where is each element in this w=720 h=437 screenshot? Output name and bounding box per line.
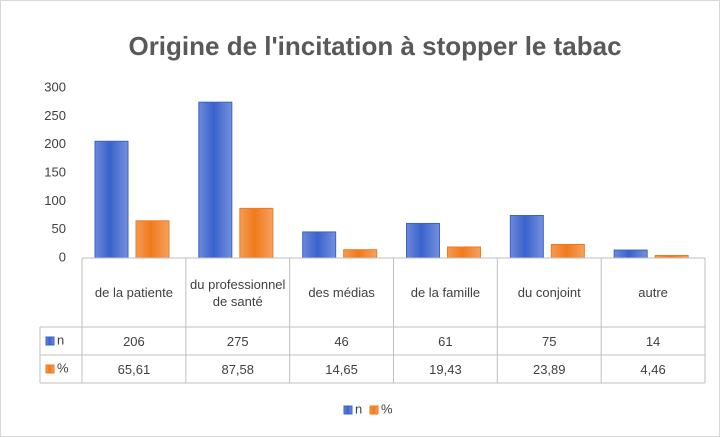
legend-label: %	[381, 401, 393, 416]
legend-key	[369, 405, 379, 415]
bar	[239, 207, 274, 259]
y-tick-label: 250	[44, 108, 66, 123]
y-tick-label: 150	[44, 164, 66, 179]
category-label: autre	[638, 285, 668, 300]
y-tick-label: 100	[44, 193, 66, 208]
y-tick-label: 0	[59, 249, 66, 264]
data-table-value: 46	[334, 333, 349, 349]
data-table-value: 275	[226, 333, 249, 349]
bar	[613, 249, 648, 259]
bar	[550, 243, 585, 259]
category-label: du professionnel de santé	[190, 276, 286, 309]
bar	[509, 215, 544, 259]
category-label: de la patiente	[94, 285, 173, 300]
data-table-value: 19,43	[429, 361, 462, 377]
data-table-value: 75	[542, 333, 557, 349]
bar	[343, 249, 378, 259]
data-table-value: 65,61	[117, 361, 151, 377]
data-table-value: 206	[123, 333, 145, 349]
legend-key	[343, 405, 353, 415]
bar	[94, 140, 129, 259]
y-tick-label: 300	[44, 79, 66, 94]
legend-key	[45, 364, 55, 374]
series-label: %	[57, 360, 69, 375]
data-table-value: 14,65	[325, 361, 358, 377]
legend-label: n	[355, 401, 362, 416]
bar	[302, 231, 337, 259]
data-table-value: 61	[438, 333, 453, 349]
data-table-value: 87,58	[221, 361, 255, 377]
category-label: des médias	[308, 285, 375, 300]
category-label: du conjoint	[517, 285, 581, 300]
data-table-value: 23,89	[532, 361, 566, 377]
bar	[406, 222, 440, 259]
bar	[135, 220, 170, 259]
chart-title: Origine de l'incitation à stopper le tab…	[128, 31, 621, 61]
bar	[447, 246, 481, 259]
legend-key	[45, 336, 55, 346]
y-tick-label: 200	[44, 136, 66, 151]
y-tick-label: 50	[52, 221, 66, 236]
series-label: n	[57, 332, 64, 347]
bar	[198, 101, 233, 259]
category-label: de la famille	[410, 285, 481, 300]
data-table-value: 4,46	[640, 361, 666, 377]
data-table-value: 14	[645, 333, 661, 349]
